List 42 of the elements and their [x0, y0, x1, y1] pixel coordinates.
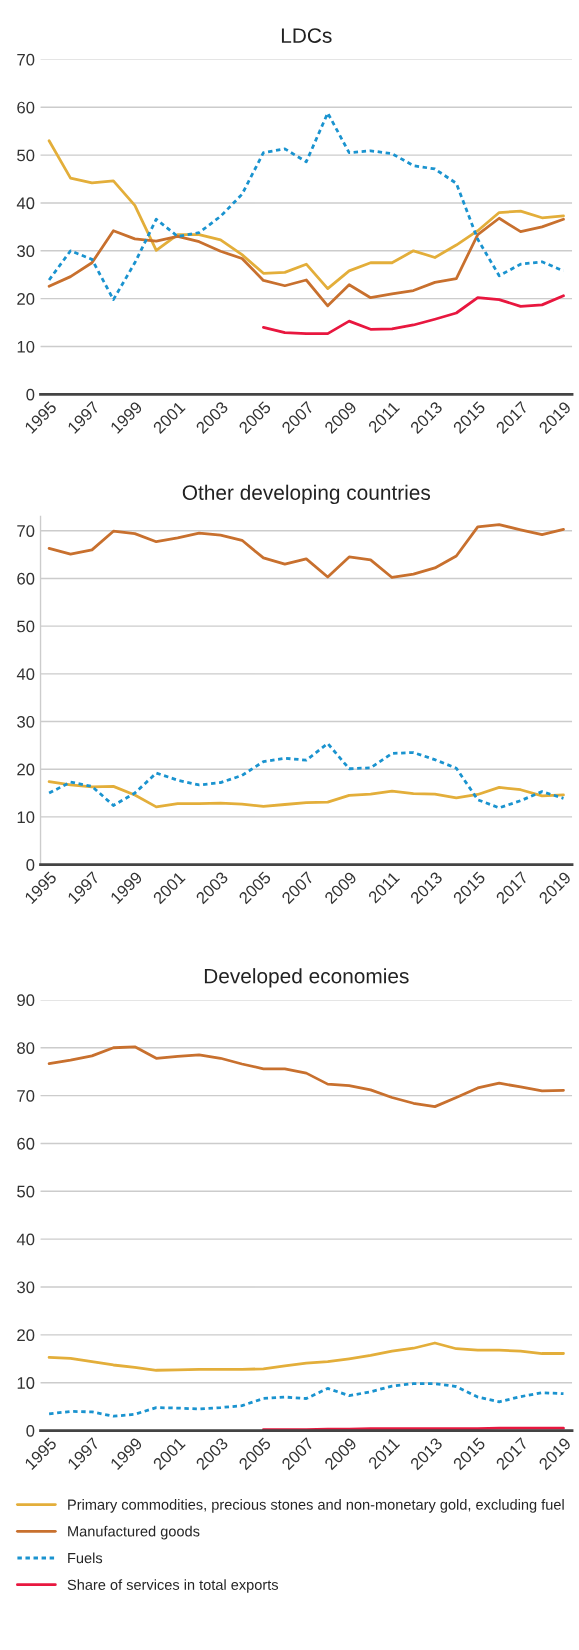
line-series — [47, 1382, 565, 1418]
chart-title: LDCs — [281, 28, 332, 43]
legend-label: Fuels — [68, 1552, 103, 1564]
y-tick-label: 60 — [17, 572, 35, 585]
y-tick-label: 70 — [17, 525, 35, 537]
y-tick-label: 10 — [17, 1377, 35, 1389]
y-tick-label: 50 — [17, 149, 35, 162]
y-tick-label: 60 — [17, 101, 35, 114]
line-series — [47, 1045, 565, 1108]
y-tick-label: 0 — [26, 388, 35, 401]
y-tick-label: 40 — [16, 1233, 35, 1246]
y-tick-label: 20 — [17, 763, 35, 776]
y-tick-label: 0 — [26, 1424, 35, 1437]
line-series — [47, 742, 565, 810]
legend-label: Primary commodities, precious stones and non-monetary gold, excluding fuel — [68, 1499, 564, 1513]
line-series — [47, 523, 565, 579]
y-tick-label: 90 — [17, 994, 35, 1007]
y-tick-label: 40 — [16, 668, 35, 681]
chart-title: Developed economies — [204, 968, 409, 988]
y-tick-label: 30 — [17, 715, 35, 728]
line-series — [47, 216, 565, 308]
y-tick-label: 30 — [17, 245, 35, 257]
y-tick-label: 10 — [17, 811, 35, 824]
chart-title: Other developing countries — [182, 484, 431, 505]
line-series — [47, 139, 565, 290]
y-tick-label: 30 — [17, 1281, 35, 1294]
y-tick-label: 80 — [17, 1042, 35, 1054]
line-series — [47, 1341, 565, 1372]
y-tick-label: 50 — [17, 1185, 35, 1198]
y-tick-label: 70 — [17, 53, 35, 66]
y-tick-label: 60 — [17, 1137, 35, 1150]
y-tick-label: 40 — [16, 197, 35, 210]
y-tick-label: 10 — [17, 340, 35, 353]
y-tick-label: 20 — [17, 293, 35, 305]
legend-label: Manufactured goods — [68, 1525, 200, 1540]
y-tick-label: 70 — [17, 1090, 35, 1102]
y-tick-label: 20 — [17, 1329, 35, 1342]
legend-label: Share of services in total exports — [67, 1579, 279, 1593]
line-series — [262, 294, 565, 335]
y-tick-label: 50 — [17, 620, 35, 633]
y-tick-label: 0 — [26, 859, 35, 871]
line-series — [47, 780, 565, 809]
